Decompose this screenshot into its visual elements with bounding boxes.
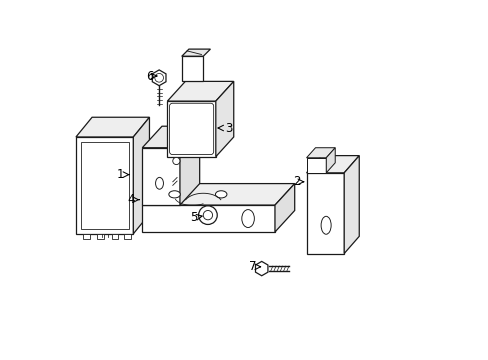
Ellipse shape [155,177,163,189]
Polygon shape [76,117,149,137]
Text: 6: 6 [146,69,154,82]
Polygon shape [182,56,203,81]
Text: 5: 5 [190,211,198,224]
Polygon shape [133,117,149,234]
Ellipse shape [168,191,180,198]
Polygon shape [180,126,199,205]
Ellipse shape [321,216,330,234]
Text: 3: 3 [224,122,232,135]
Polygon shape [142,148,180,205]
Text: 1: 1 [117,168,124,181]
Text: 7: 7 [248,260,256,273]
Polygon shape [124,234,131,239]
Polygon shape [76,137,133,234]
Polygon shape [83,234,89,239]
Polygon shape [152,70,165,86]
Polygon shape [142,184,294,205]
Text: 2: 2 [292,175,300,188]
Polygon shape [344,156,359,253]
Polygon shape [306,148,335,158]
Polygon shape [167,81,233,101]
Polygon shape [306,156,359,173]
Polygon shape [306,158,325,173]
Text: 4: 4 [127,193,135,206]
Ellipse shape [215,191,226,198]
Circle shape [172,157,180,165]
Circle shape [198,206,217,225]
Polygon shape [97,234,104,239]
Polygon shape [142,205,274,232]
Polygon shape [112,234,118,239]
Polygon shape [325,148,335,173]
Polygon shape [215,81,233,157]
Polygon shape [167,101,215,157]
Polygon shape [255,261,267,276]
Polygon shape [142,126,199,148]
Polygon shape [306,173,344,253]
Polygon shape [274,184,294,232]
Circle shape [203,211,212,220]
Polygon shape [182,49,210,56]
Ellipse shape [241,210,254,228]
